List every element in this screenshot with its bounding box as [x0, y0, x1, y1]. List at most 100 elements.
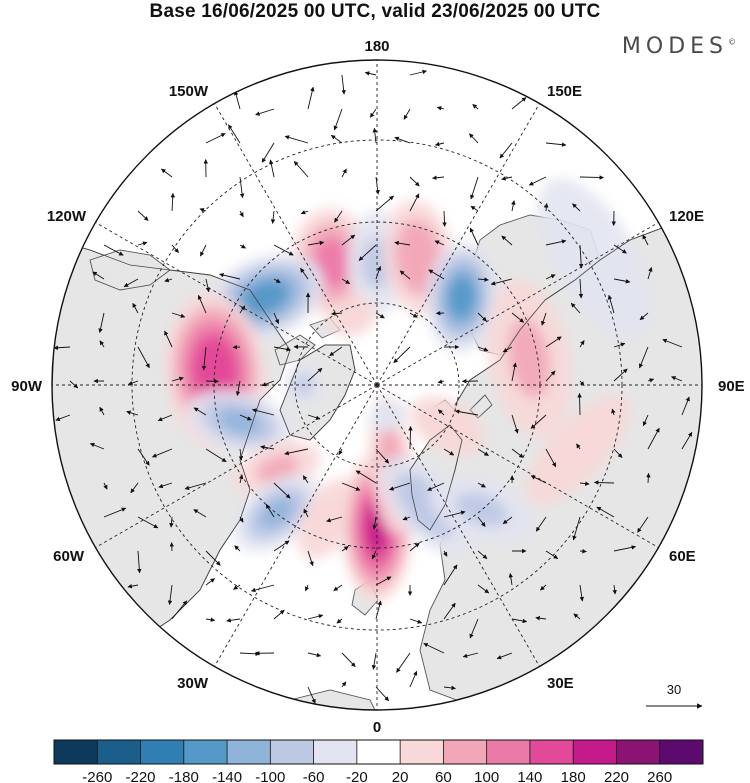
wind-vector [596, 506, 615, 518]
wind-vector [437, 379, 445, 384]
lon-label-90e: 90E [718, 378, 745, 395]
colorbar: -260 -220 -180 -140 -100 -60 -20 20 60 100 140 180 2… [53, 739, 704, 783]
wind-vector [375, 195, 394, 212]
lon-label-120w: 120W [47, 208, 87, 225]
colorbar-tick-label: -140 [212, 769, 242, 783]
wind-vector [396, 652, 411, 673]
wind-vector [260, 445, 275, 450]
wind-vector [613, 448, 623, 458]
wind-vector [472, 103, 479, 110]
wind-vector [375, 312, 385, 319]
wind-vector [239, 305, 246, 314]
wind-vector [511, 448, 524, 458]
wind-vector [399, 270, 411, 280]
lon-label-150e: 150E [547, 83, 582, 100]
negative-anomaly [538, 178, 652, 340]
wind-vector [151, 448, 173, 458]
wind-vector [570, 302, 581, 314]
wind-vector [540, 584, 547, 591]
positive-anomaly [327, 295, 377, 337]
wind-vector [132, 302, 139, 314]
wind-vector [442, 210, 447, 227]
wind-vector [647, 378, 655, 383]
lon-label-60e: 60E [669, 548, 696, 565]
wind-vector [443, 564, 458, 586]
wind-vector [545, 448, 557, 468]
wind-vector [530, 414, 547, 429]
colorbar-swatch [486, 740, 531, 764]
meridian-line [95, 384, 378, 548]
wind-vector [443, 448, 455, 456]
wind-vector [300, 210, 309, 215]
colorbar-swatch [140, 740, 185, 764]
wind-vector [375, 686, 390, 702]
wind-vector [462, 652, 479, 658]
meridian-line [95, 222, 378, 386]
wind-vector [302, 475, 309, 484]
lon-label-60w: 60W [53, 548, 85, 565]
anomaly-contour [244, 282, 286, 313]
wind-vector [284, 135, 309, 144]
meridian-line [376, 384, 540, 667]
wind-vector [409, 618, 423, 624]
wind-vector [233, 584, 241, 590]
wind-vector [511, 414, 519, 434]
brand-text: MODES [621, 34, 728, 59]
wind-vector [99, 406, 105, 416]
colorbar-swatch [97, 740, 141, 764]
longitude-labels: 180 0 90W 90E 150W 120W 150E 120E 60W 30… [11, 38, 745, 736]
wind-vector [508, 572, 514, 586]
wind-vector [307, 367, 323, 382]
wind-vector [502, 346, 513, 353]
wind-vector [169, 516, 174, 528]
colorbar-swatch [443, 740, 488, 764]
anomaly-contour [538, 178, 652, 340]
colorbar-swatch [659, 740, 704, 764]
wind-vector [326, 516, 343, 523]
lon-label-90w: 90W [11, 378, 43, 395]
reference-vector: 30 [646, 682, 703, 709]
wind-vector [219, 272, 241, 280]
anomaly-contour [372, 402, 404, 429]
wind-vector [642, 234, 649, 246]
wind-vector [576, 443, 581, 450]
wind-vector [341, 168, 347, 178]
wind-vector [171, 376, 184, 382]
wind-vector [511, 618, 528, 624]
colorbar-frame [53, 739, 704, 765]
colorbar-tick-label: 260 [647, 769, 672, 783]
wind-vector [239, 516, 244, 523]
wind-vector [273, 346, 291, 352]
wind-vector [341, 482, 361, 491]
wind-vector [477, 584, 490, 594]
colorbar-swatch [227, 740, 271, 764]
wind-vector [205, 133, 226, 144]
wind-vector [593, 480, 615, 485]
graticule [52, 60, 702, 710]
wind-vector [545, 142, 567, 147]
wind-vector [443, 685, 456, 691]
wind-vector [341, 652, 356, 668]
wind-vector [255, 108, 275, 116]
wind-vector [307, 240, 325, 246]
wind-vector [307, 414, 321, 420]
wind-vector [469, 227, 479, 246]
modes-logo: MODES© [622, 34, 736, 59]
wind-vector [341, 278, 351, 284]
wind-vector [409, 69, 427, 76]
wind-vector [375, 576, 392, 586]
wind-vector [408, 425, 413, 450]
wind-vector [239, 176, 245, 199]
wind-vector [233, 90, 241, 110]
wind-vector [199, 244, 207, 257]
anomaly-field [164, 178, 652, 603]
map-title: Base 16/06/2025 00 UTC, valid 23/06/2025… [149, 1, 601, 22]
wind-vector [637, 516, 649, 533]
wind-vector [443, 510, 466, 518]
wind-vector [607, 294, 615, 314]
coastline [54, 224, 702, 641]
wind-vector [338, 448, 343, 456]
wind-vector [611, 408, 616, 416]
wind-vector [53, 345, 71, 350]
wind-vector [336, 618, 343, 624]
